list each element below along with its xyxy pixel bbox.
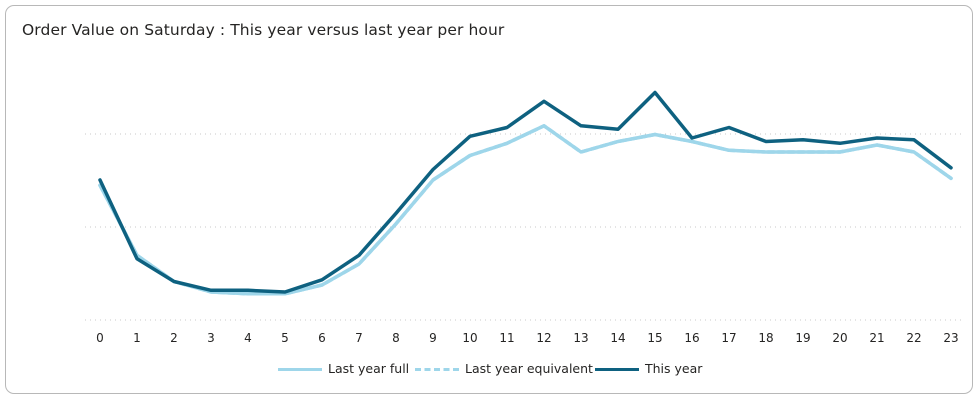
- x-axis-ticks: 0 1 2 3 4 5 6 7 8 9 10 11 12 13 14 15 16 17 18 19 20 21 22 23: [96, 331, 958, 345]
- x-tick-label: 3: [207, 331, 215, 345]
- x-tick-label: 16: [684, 331, 699, 345]
- x-tick-label: 22: [906, 331, 921, 345]
- series-line-last-year-full: [98, 124, 953, 296]
- x-tick-label: 0: [96, 331, 104, 345]
- x-tick-label: 12: [536, 331, 551, 345]
- x-tick-label: 21: [869, 331, 884, 345]
- x-tick-label: 18: [758, 331, 773, 345]
- legend-label: This year: [645, 361, 703, 376]
- x-tick-label: 13: [573, 331, 588, 345]
- legend-item: Last year equivalent: [0, 360, 980, 378]
- legend-swatch: [415, 368, 459, 371]
- x-tick-label: 8: [392, 331, 400, 345]
- x-tick-label: 19: [795, 331, 810, 345]
- legend-item: This year: [0, 360, 980, 378]
- legend: Last year full Last year equivalent This y…: [0, 360, 980, 378]
- series-line-this-year: [98, 90, 953, 294]
- chart-title: Order Value on Saturday : This year vers…: [22, 21, 505, 39]
- legend-swatch: [595, 368, 639, 371]
- x-tick-label: 5: [281, 331, 289, 345]
- legend-swatch: [278, 368, 322, 371]
- chart-card: [5, 5, 973, 394]
- x-tick-label: 10: [462, 331, 477, 345]
- x-tick-label: 15: [647, 331, 662, 345]
- x-tick-label: 17: [721, 331, 736, 345]
- x-tick-label: 2: [170, 331, 178, 345]
- legend-label: Last year full: [328, 361, 410, 376]
- x-tick-label: 11: [499, 331, 514, 345]
- x-tick-label: 20: [832, 331, 847, 345]
- x-tick-label: 4: [244, 331, 252, 345]
- x-tick-label: 9: [429, 331, 437, 345]
- x-tick-label: 7: [355, 331, 363, 345]
- x-tick-label: 1: [133, 331, 141, 345]
- legend-label: Last year equivalent: [465, 361, 593, 376]
- series-lines: [98, 90, 953, 296]
- legend-item: Last year full: [0, 360, 980, 378]
- x-tick-label: 6: [318, 331, 326, 345]
- x-tick-label: 14: [610, 331, 625, 345]
- x-tick-label: 23: [943, 331, 958, 345]
